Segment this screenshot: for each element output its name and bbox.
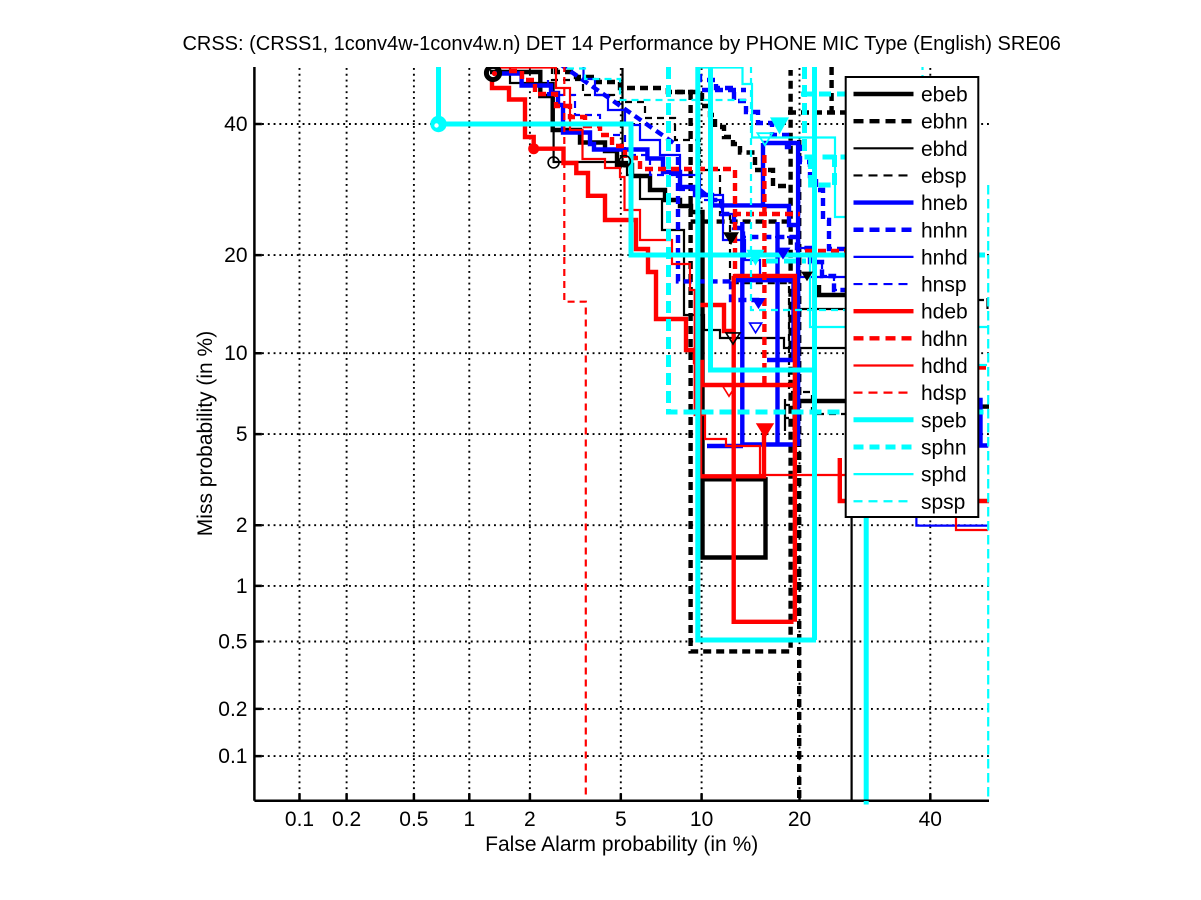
svg-text:10: 10 (690, 808, 713, 831)
svg-text:spsp: spsp (921, 491, 965, 514)
svg-text:ebhd: ebhd (921, 138, 968, 161)
svg-text:0.2: 0.2 (218, 698, 247, 721)
svg-text:0.2: 0.2 (332, 808, 361, 831)
svg-text:40: 40 (919, 808, 942, 831)
svg-text:20: 20 (788, 808, 811, 831)
svg-text:ebsp: ebsp (921, 165, 967, 188)
svg-text:Miss probability (in %): Miss probability (in %) (194, 331, 217, 536)
svg-text:0.5: 0.5 (399, 808, 428, 831)
svg-text:1: 1 (236, 575, 248, 598)
svg-text:speb: speb (921, 409, 967, 432)
svg-text:hnhd: hnhd (921, 246, 968, 269)
svg-text:0.1: 0.1 (218, 745, 247, 768)
svg-text:2: 2 (236, 514, 248, 537)
svg-text:hdeb: hdeb (921, 301, 968, 324)
svg-text:20: 20 (224, 244, 247, 267)
svg-text:hneb: hneb (921, 192, 968, 215)
svg-text:ebhn: ebhn (921, 111, 968, 134)
svg-text:hnhn: hnhn (921, 219, 968, 242)
svg-text:0.1: 0.1 (285, 808, 314, 831)
svg-text:1: 1 (463, 808, 475, 831)
svg-text:ebeb: ebeb (921, 84, 968, 107)
svg-text:sphn: sphn (921, 436, 967, 459)
svg-text:False Alarm probability (in %): False Alarm probability (in %) (485, 833, 758, 856)
svg-text:2: 2 (524, 808, 536, 831)
svg-text:sphd: sphd (921, 464, 967, 487)
svg-text:10: 10 (224, 342, 247, 365)
svg-text:hnsp: hnsp (921, 274, 967, 297)
svg-text:40: 40 (224, 113, 247, 136)
svg-text:5: 5 (615, 808, 627, 831)
svg-text:hdhd: hdhd (921, 355, 968, 378)
svg-text:hdsp: hdsp (921, 382, 967, 405)
svg-text:0.5: 0.5 (218, 631, 247, 654)
svg-text:hdhn: hdhn (921, 328, 968, 351)
svg-text:5: 5 (236, 423, 248, 446)
svg-text:CRSS: (CRSS1, 1conv4w-1conv4w.: CRSS: (CRSS1, 1conv4w-1conv4w.n) DET 14 … (182, 33, 1061, 55)
